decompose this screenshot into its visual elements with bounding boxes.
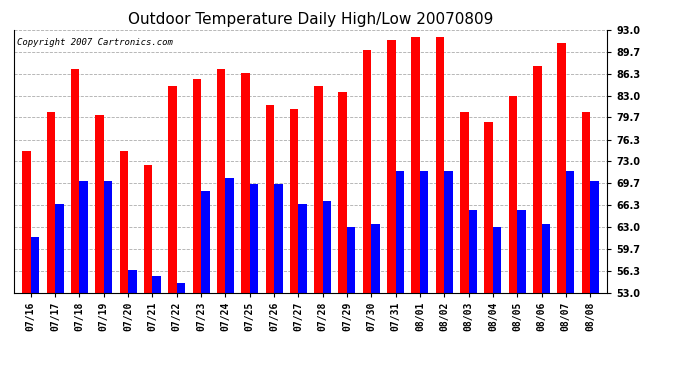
Title: Outdoor Temperature Daily High/Low 20070809: Outdoor Temperature Daily High/Low 20070… <box>128 12 493 27</box>
Bar <box>79 181 88 292</box>
Bar <box>339 92 347 292</box>
Bar <box>518 210 526 292</box>
Bar <box>314 86 323 292</box>
Bar <box>47 112 55 292</box>
Bar <box>241 73 250 292</box>
Bar <box>436 37 444 292</box>
Bar <box>347 227 355 292</box>
Bar <box>460 112 469 292</box>
Bar <box>31 237 39 292</box>
Bar <box>22 152 31 292</box>
Bar <box>226 178 234 292</box>
Bar <box>168 86 177 292</box>
Bar <box>55 204 63 292</box>
Bar <box>411 37 420 292</box>
Bar <box>493 227 502 292</box>
Bar <box>558 43 566 292</box>
Bar <box>290 109 298 292</box>
Bar <box>420 171 428 292</box>
Bar <box>266 105 274 292</box>
Bar <box>387 40 395 292</box>
Bar <box>71 69 79 292</box>
Bar <box>128 270 137 292</box>
Bar <box>484 122 493 292</box>
Bar <box>542 224 550 292</box>
Bar <box>323 201 331 292</box>
Bar <box>104 181 112 292</box>
Bar <box>371 224 380 292</box>
Bar <box>193 79 201 292</box>
Bar <box>177 283 185 292</box>
Bar <box>363 50 371 292</box>
Bar <box>119 152 128 292</box>
Bar <box>582 112 590 292</box>
Bar <box>95 116 104 292</box>
Bar <box>444 171 453 292</box>
Bar <box>509 96 518 292</box>
Bar <box>274 184 282 292</box>
Text: Copyright 2007 Cartronics.com: Copyright 2007 Cartronics.com <box>17 38 172 47</box>
Bar <box>469 210 477 292</box>
Bar <box>217 69 226 292</box>
Bar <box>533 66 542 292</box>
Bar <box>152 276 161 292</box>
Bar <box>298 204 307 292</box>
Bar <box>395 171 404 292</box>
Bar <box>201 191 210 292</box>
Bar <box>144 165 152 292</box>
Bar <box>590 181 599 292</box>
Bar <box>566 171 574 292</box>
Bar <box>250 184 258 292</box>
